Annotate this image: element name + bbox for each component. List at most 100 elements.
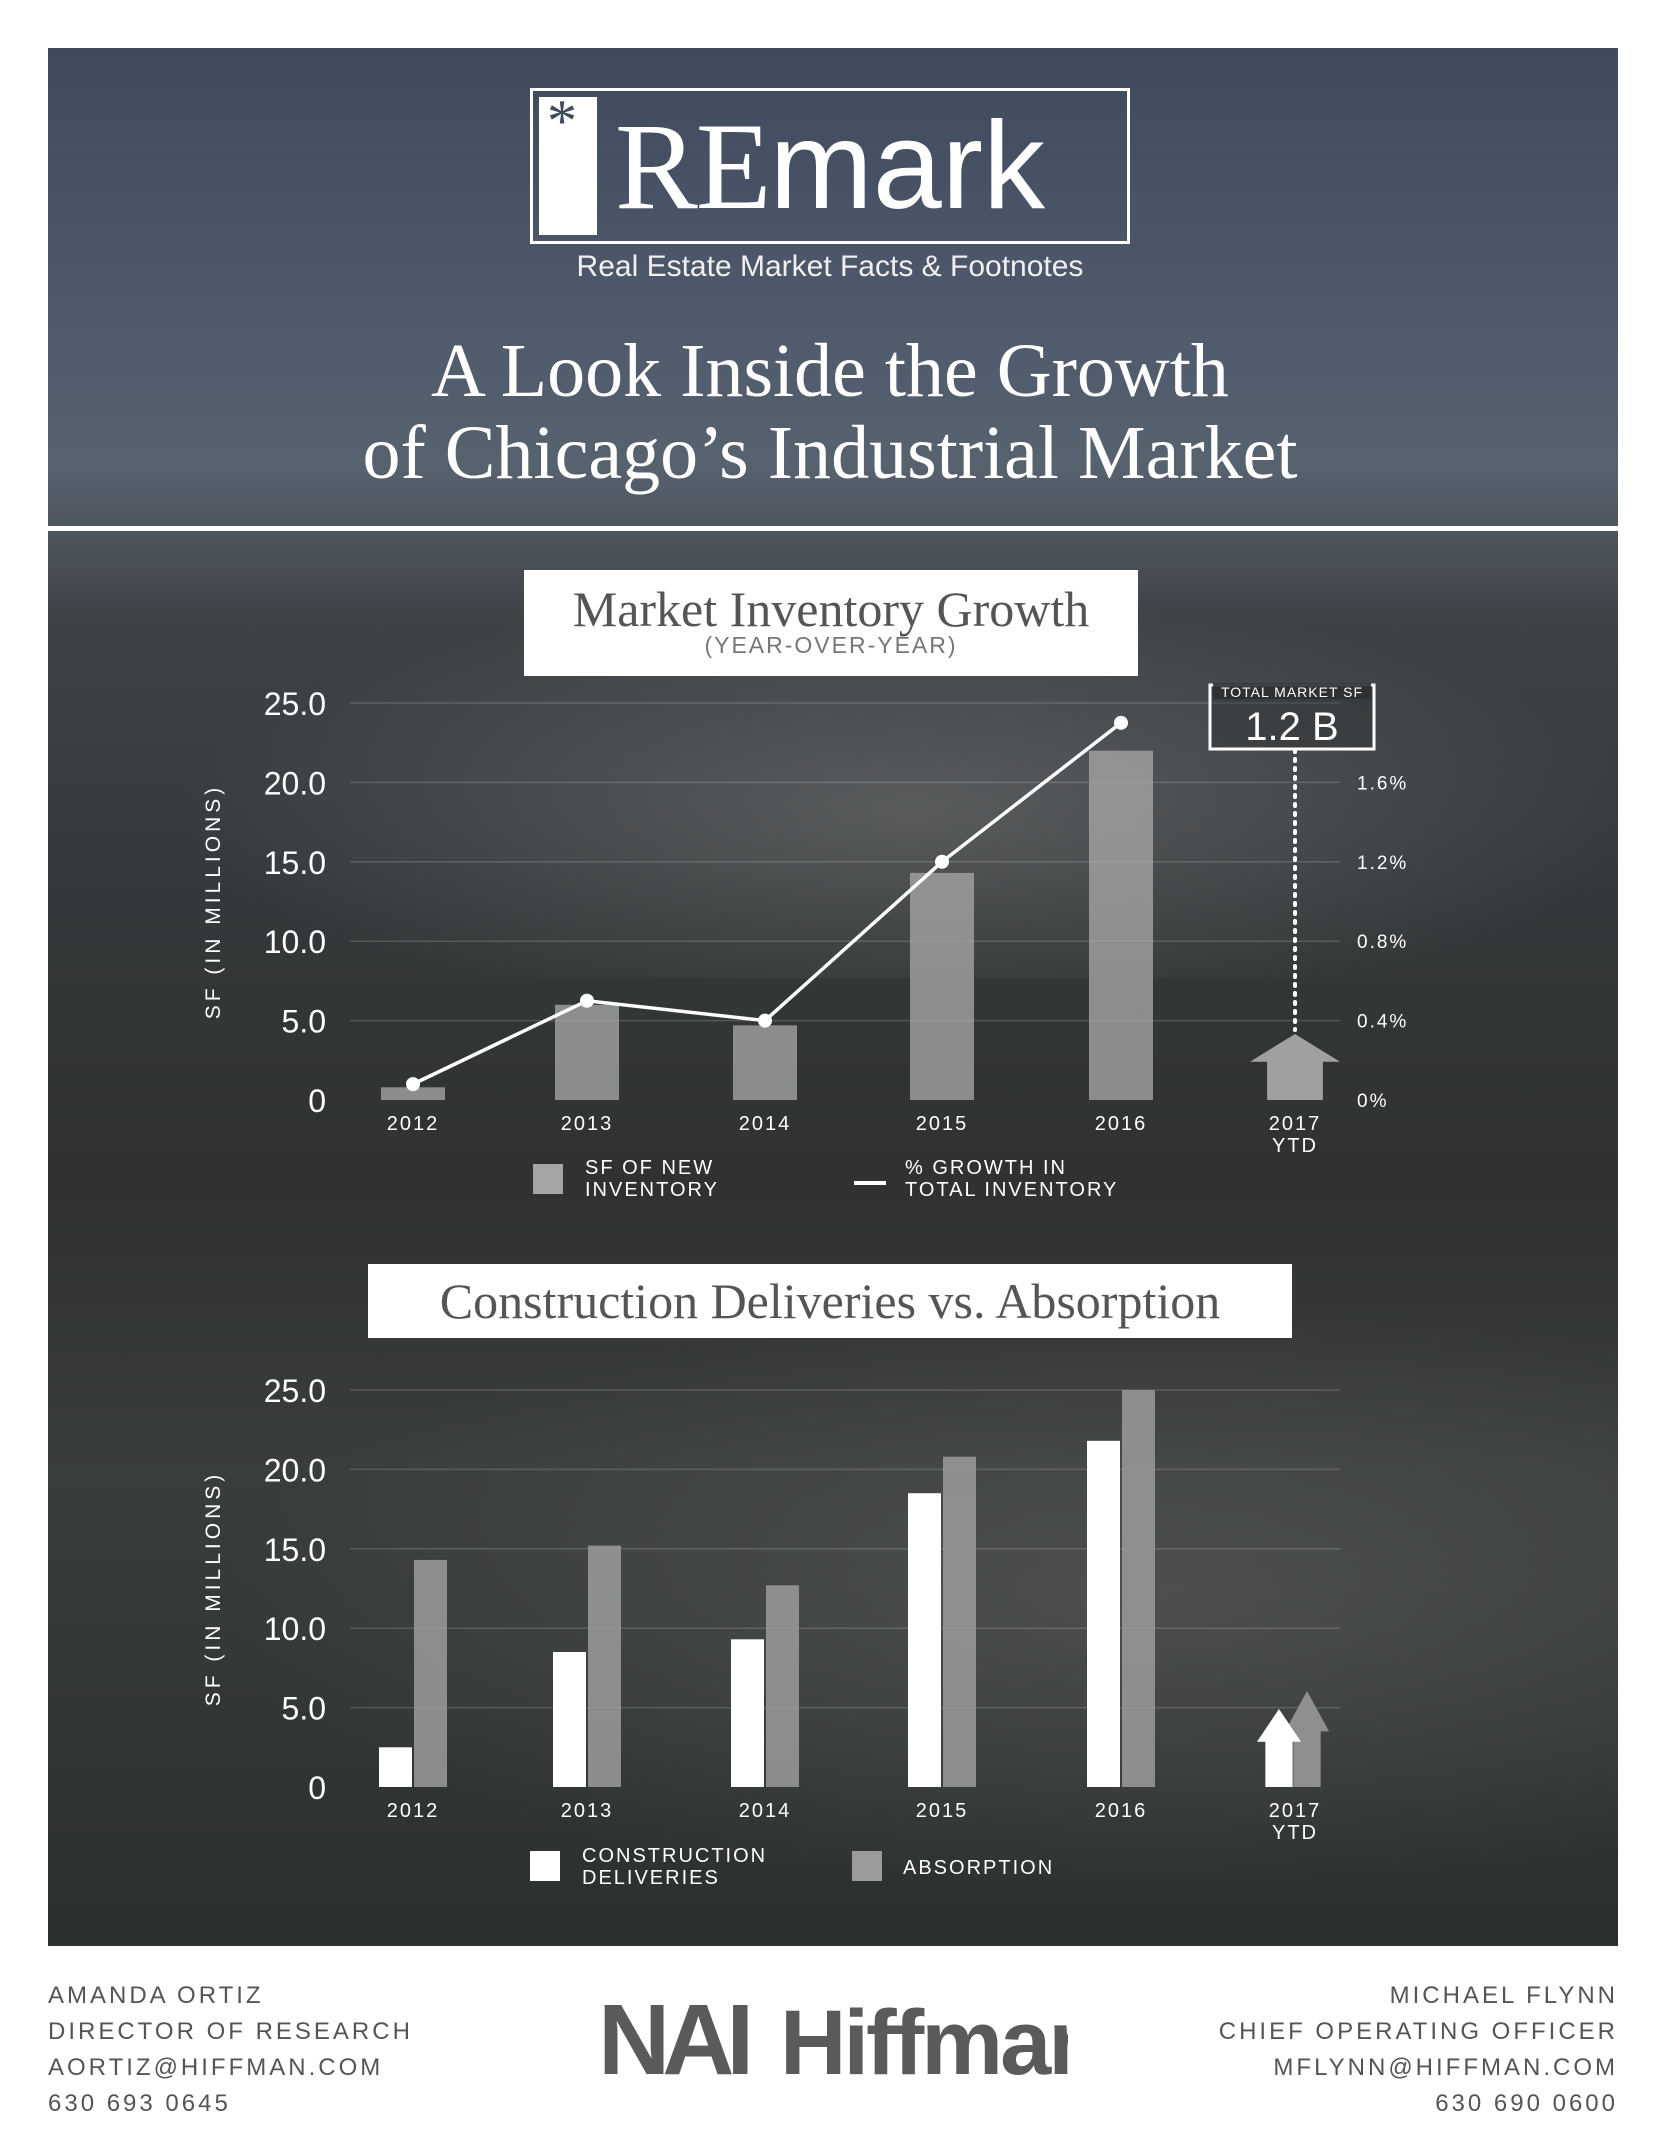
chart2-legend-label: DELIVERIES	[582, 1867, 720, 1889]
chart2-ytick-label: 5.0	[282, 1691, 326, 1727]
chart1-line-point	[406, 1077, 420, 1092]
page-title-line-1: A Look Inside the Growth	[431, 329, 1229, 413]
contact-right: MICHAEL FLYNN CHIEF OPERATING OFFICER MF…	[1219, 1978, 1618, 2122]
chart1-line-point	[758, 1013, 772, 1028]
contact-left-phone: 630 693 0645	[48, 2090, 231, 2117]
chart1-xtick-label: 2013	[561, 1113, 614, 1135]
logo-re-text: RE	[615, 98, 771, 235]
page-title: A Look Inside the Growth of Chicago’s In…	[180, 330, 1480, 494]
chart2-bar-deliveries	[908, 1493, 941, 1787]
chart2-bar-absorption	[943, 1456, 976, 1787]
chart2-bar-deliveries	[379, 1747, 412, 1787]
remark-logo: * REmark	[530, 88, 1130, 244]
contact-right-title: CHIEF OPERATING OFFICER	[1218, 2018, 1618, 2045]
chart1-ytick-label: 10.0	[264, 924, 326, 960]
chart1-title: Market Inventory Growth	[572, 581, 1090, 637]
chart1-annotation-label-bg	[1213, 683, 1371, 699]
chart2-2017-deliveries-arrow-icon	[1257, 1709, 1301, 1787]
chart2-bar-deliveries	[731, 1639, 764, 1787]
chart1-2017-up-arrow-icon	[1250, 1034, 1340, 1100]
chart2-bar-absorption	[414, 1559, 447, 1787]
chart2-ytick-label: 10.0	[264, 1611, 326, 1647]
logo-hiffman-text: Hiffman	[780, 1992, 1068, 2084]
chart1-line-point	[935, 854, 949, 869]
chart1-legend-label: TOTAL INVENTORY	[905, 1179, 1118, 1201]
chart1-ytick-label: 5.0	[282, 1004, 326, 1040]
contact-left-email[interactable]: AORTIZ@HIFFMAN.COM	[48, 2054, 384, 2081]
chart2-ytick-label: 15.0	[264, 1532, 326, 1568]
chart1-annotation-label: TOTAL MARKET SF	[1221, 684, 1363, 700]
chart1-bar-new-inventory	[910, 872, 974, 1100]
contact-right-phone: 630 690 0600	[1435, 2090, 1618, 2117]
chart1-y2tick-label: 0%	[1357, 1091, 1388, 1112]
chart2-xtick-label: 2012	[387, 1800, 440, 1822]
contact-left: AMANDA ORTIZ DIRECTOR OF RESEARCH AORTIZ…	[48, 1978, 413, 2122]
chart1-xtick-label: 2014	[739, 1113, 792, 1135]
chart2-ylabel: SF (IN MILLIONS)	[202, 1471, 225, 1707]
chart2-legend-label: CONSTRUCTION	[582, 1845, 767, 1867]
header-divider	[48, 526, 1618, 531]
chart1-ytick-label: 20.0	[264, 765, 326, 801]
chart2-title: Construction Deliveries vs. Absorption	[439, 1273, 1221, 1329]
contact-right-name: MICHAEL FLYNN	[1389, 1982, 1618, 2009]
chart1-bar-new-inventory	[555, 1004, 619, 1100]
chart2-2017-absorption-arrow-icon	[1285, 1691, 1329, 1787]
chart2-legend-swatch-absorption	[852, 1851, 882, 1881]
chart1-title-box: Market Inventory Growth (YEAR-OVER-YEAR)	[524, 570, 1138, 676]
chart1-line-point	[1114, 715, 1128, 730]
hero-panel	[48, 48, 1618, 1946]
chart2-bar-absorption	[1122, 1390, 1155, 1787]
chart1-y2tick-label: 1.6%	[1357, 773, 1408, 794]
chart1-subtitle: (YEAR-OVER-YEAR)	[704, 632, 958, 658]
contact-left-title: DIRECTOR OF RESEARCH	[48, 2018, 413, 2045]
contact-right-email[interactable]: MFLYNN@HIFFMAN.COM	[1273, 2054, 1618, 2081]
chart1-bar-new-inventory	[1089, 750, 1153, 1100]
chart1-legend-label: INVENTORY	[585, 1179, 719, 1201]
chart1-legend-swatch-bar	[533, 1164, 563, 1194]
chart1-xtick-label: 2012	[387, 1113, 440, 1135]
chart2-bar-deliveries	[1087, 1440, 1120, 1787]
chart1-ytick-label: 25.0	[264, 686, 326, 722]
chart1-y2tick-label: 0.4%	[1357, 1012, 1408, 1033]
chart2-xtick-label: 2014	[739, 1800, 792, 1822]
chart2-bar-absorption	[766, 1585, 799, 1787]
chart1-xtick-label: 2017	[1269, 1113, 1322, 1135]
chart1-bar-new-inventory	[381, 1087, 445, 1100]
chart1-xtick-label: 2016	[1095, 1113, 1148, 1135]
nai-hiffman-logo: NAI Hiffman	[598, 1988, 1068, 2084]
logo-accent-block	[539, 97, 597, 235]
chart2-ytick-label: 0	[308, 1770, 326, 1806]
chart2-xtick-label: 2016	[1095, 1800, 1148, 1822]
chart2-xtick-label: 2015	[916, 1800, 969, 1822]
chart1-legend-label: SF OF NEW	[585, 1157, 714, 1179]
background-haze	[48, 1248, 1618, 1946]
logo-mark-text: mark	[769, 97, 1046, 235]
chart1-xtick-label: YTD	[1272, 1135, 1318, 1157]
chart2-xtick-label: 2017	[1269, 1800, 1322, 1822]
chart1-ytick-label: 0	[308, 1083, 326, 1119]
chart2-title-box: Construction Deliveries vs. Absorption	[368, 1264, 1292, 1338]
chart2-xtick-label: 2013	[561, 1800, 614, 1822]
contact-left-name: AMANDA ORTIZ	[48, 1982, 264, 2009]
tagline: Real Estate Market Facts & Footnotes	[576, 250, 1084, 283]
chart1-xtick-label: 2015	[916, 1113, 969, 1135]
chart1-annotation-value: 1.2 B	[1245, 705, 1338, 749]
chart1-y2tick-label: 0.8%	[1357, 932, 1408, 953]
chart2-bar-absorption	[588, 1545, 621, 1787]
page-title-line-2: of Chicago’s Industrial Market	[362, 411, 1298, 495]
chart1-ylabel: SF (IN MILLIONS)	[202, 784, 225, 1020]
chart2-legend-label: ABSORPTION	[903, 1857, 1054, 1879]
chart2-xtick-label: YTD	[1272, 1822, 1318, 1844]
chart1-bar-new-inventory	[733, 1025, 797, 1100]
chart2-ytick-label: 25.0	[264, 1373, 326, 1409]
chart1-ytick-label: 15.0	[264, 845, 326, 881]
chart2-ytick-label: 20.0	[264, 1452, 326, 1488]
chart1-legend-label: % GROWTH IN	[905, 1157, 1067, 1179]
chart1-line-point	[580, 993, 594, 1008]
logo-asterisk: *	[547, 88, 577, 154]
chart1-y2tick-label: 1.2%	[1357, 853, 1408, 874]
chart2-bar-deliveries	[553, 1652, 586, 1787]
logo-wordmark: REmark	[615, 91, 1045, 242]
chart2-legend-swatch-deliveries	[530, 1851, 560, 1881]
